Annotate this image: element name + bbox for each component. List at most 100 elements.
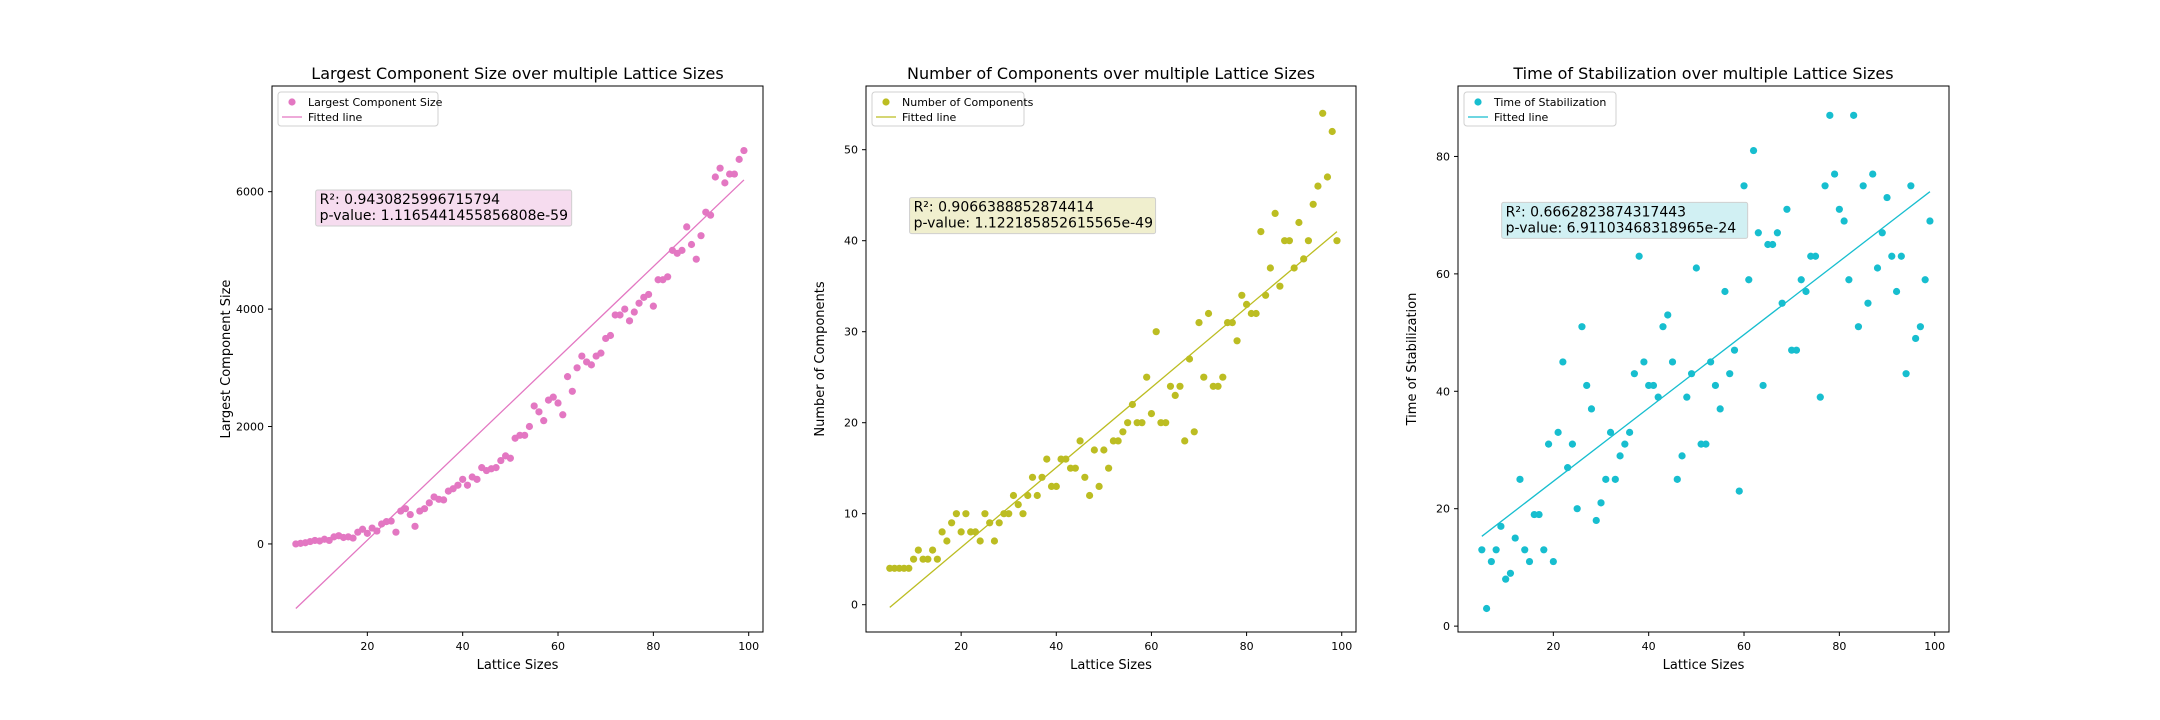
data-point [473, 475, 481, 483]
x-tick-label: 20 [954, 640, 968, 653]
data-point [1897, 252, 1905, 260]
data-point [1754, 229, 1762, 237]
y-tick-label: 6000 [236, 186, 264, 199]
x-tick-label: 80 [1240, 640, 1254, 653]
data-point [1797, 276, 1805, 284]
data-point [1883, 193, 1891, 202]
data-point [1854, 323, 1863, 331]
data-point [1497, 522, 1505, 530]
x-tick-label: 60 [1144, 640, 1158, 653]
data-point [1506, 569, 1515, 577]
data-point [1830, 170, 1839, 178]
data-point [540, 417, 548, 425]
r-squared-text: R²: 0.6662823874317443 [1506, 204, 1686, 220]
data-point [683, 223, 691, 231]
data-point [1540, 546, 1548, 554]
data-point [721, 179, 729, 187]
data-point [1659, 323, 1667, 331]
data-point [587, 361, 595, 369]
data-point [1845, 276, 1853, 284]
data-point [1304, 237, 1313, 245]
data-point [597, 349, 605, 357]
p-value-text: p-value: 1.122185852615565e-49 [914, 216, 1153, 232]
data-point [1487, 557, 1495, 566]
data-point [1549, 557, 1557, 566]
chart-title: Time of Stabilization over multiple Latt… [1512, 64, 1893, 83]
y-axis-label: Time of Stabilization [1405, 293, 1420, 427]
data-point [1654, 393, 1662, 401]
data-point [1328, 127, 1336, 136]
data-point [644, 290, 653, 299]
data-point [1516, 475, 1524, 483]
data-point [976, 537, 984, 545]
data-point [1683, 393, 1691, 401]
data-point [1043, 455, 1051, 463]
legend-marker [288, 98, 296, 106]
legend-label-fit: Fitted line [1494, 111, 1549, 124]
data-point [1692, 264, 1700, 272]
data-point [943, 537, 951, 545]
r-squared-text: R²: 0.9430825996715794 [320, 192, 500, 208]
data-point [1252, 309, 1260, 318]
x-tick-label: 100 [1924, 640, 1945, 653]
data-point [1840, 217, 1848, 225]
data-point [1888, 252, 1896, 260]
data-point [735, 155, 743, 163]
data-point [1606, 428, 1615, 436]
data-point [459, 475, 467, 483]
data-point [1769, 240, 1777, 249]
data-point [1544, 440, 1553, 448]
data-point [1673, 475, 1681, 483]
data-point [454, 481, 462, 489]
data-point [411, 522, 419, 530]
data-point [1535, 510, 1543, 519]
data-point [358, 525, 367, 533]
data-point [1873, 264, 1882, 272]
data-point [962, 510, 970, 518]
data-point [1592, 516, 1600, 525]
data-point [1583, 381, 1591, 390]
data-point [1492, 546, 1500, 554]
fitted-line [1481, 191, 1931, 537]
fitted-line [889, 231, 1338, 608]
data-point [573, 364, 581, 372]
data-point [1630, 370, 1638, 378]
data-point [549, 393, 557, 401]
data-point [1902, 370, 1910, 378]
data-point [1271, 209, 1279, 217]
data-point [740, 146, 748, 155]
data-point [1568, 440, 1577, 448]
legend-box [277, 91, 439, 127]
data-point [1802, 287, 1810, 296]
data-point [1071, 464, 1079, 472]
axes-frame [1457, 85, 1950, 633]
data-point [554, 399, 562, 407]
p-value-text: p-value: 6.91103468318965e-24 [1506, 220, 1737, 236]
legend-marker [882, 98, 890, 106]
data-point [606, 331, 615, 340]
x-tick-label: 100 [1331, 640, 1352, 653]
data-point [1478, 546, 1486, 554]
data-point [1119, 428, 1127, 436]
data-point [948, 519, 956, 527]
data-point [1114, 437, 1122, 445]
data-point [1100, 446, 1108, 454]
data-point [1749, 146, 1758, 155]
axes-frame [271, 85, 764, 633]
data-point [401, 505, 410, 513]
data-point [1266, 264, 1274, 272]
data-point [1921, 276, 1929, 284]
data-point [1014, 501, 1022, 509]
data-point [349, 534, 357, 542]
data-point [1916, 323, 1924, 331]
data-point [1869, 170, 1877, 178]
data-point [1483, 604, 1491, 613]
data-point [525, 422, 534, 431]
data-point [1214, 382, 1222, 390]
data-point [697, 232, 705, 240]
data-point [1745, 276, 1753, 284]
data-point [1821, 182, 1829, 190]
y-tick-label: 10 [844, 508, 858, 521]
data-point [506, 454, 514, 462]
data-point [1238, 291, 1246, 299]
